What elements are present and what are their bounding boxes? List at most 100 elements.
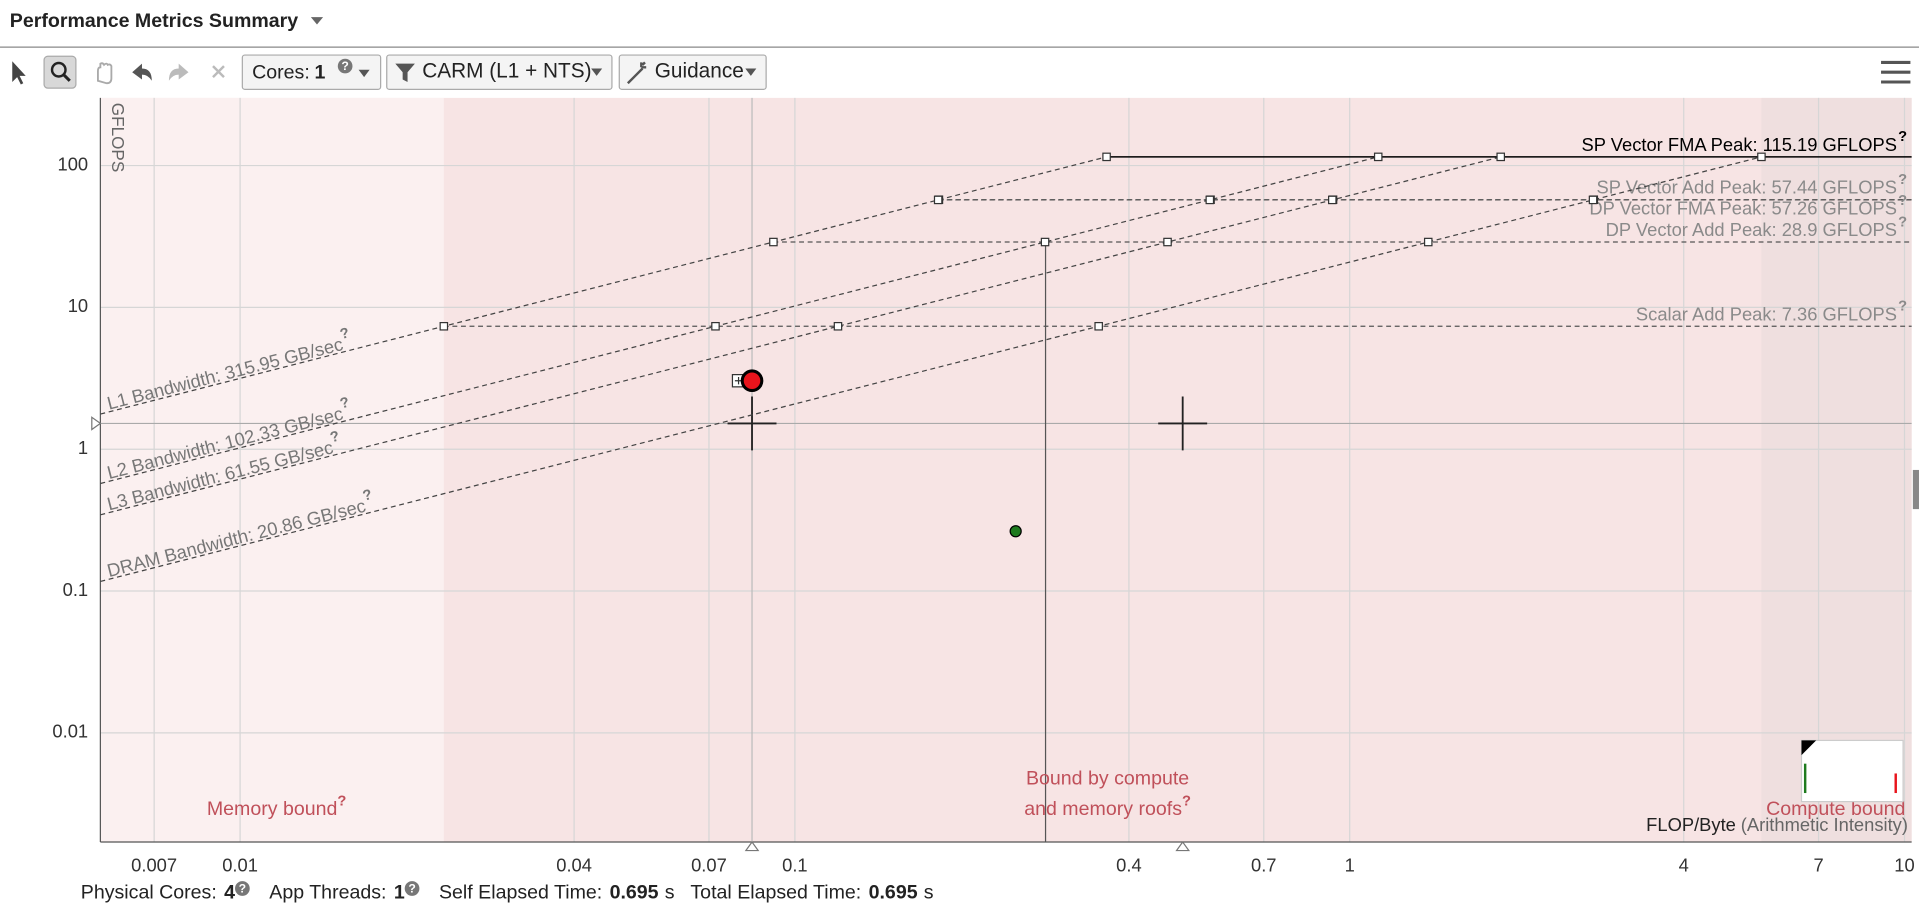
- x-tick-label: 0.07: [691, 854, 727, 875]
- help-mark[interactable]: ?: [338, 395, 351, 413]
- zoom-tool[interactable]: [43, 55, 77, 89]
- stat-value: 4: [224, 882, 235, 904]
- memory-roof: [100, 156, 1379, 485]
- cores-help-mark: ?: [341, 59, 348, 73]
- stat: Self Elapsed Time: 0.695 s: [439, 882, 675, 904]
- roof-intersection: [1102, 152, 1111, 162]
- roof-intersection: [1163, 237, 1172, 247]
- help-mark[interactable]: ?: [1898, 214, 1907, 230]
- help-icon[interactable]: [235, 881, 250, 896]
- help-mark: ?: [239, 881, 246, 895]
- roof-label-text: Scalar Add Peak: 7.36 GFLOPS: [1636, 303, 1897, 324]
- roof-intersection: [1094, 321, 1103, 331]
- stat-label: Total Elapsed Time:: [690, 882, 861, 904]
- mixed-bound-label-text: and memory roofs: [1024, 798, 1182, 820]
- stat-label: Self Elapsed Time:: [439, 882, 602, 904]
- roof-intersection: [1496, 152, 1506, 162]
- help-icon[interactable]: [404, 881, 420, 896]
- help-mark[interactable]: ?: [1898, 172, 1907, 188]
- compute-bound-region: [1761, 97, 1912, 842]
- select-tool[interactable]: [12, 61, 26, 85]
- filter-label: CARM (L1 + NTS): [422, 60, 591, 83]
- x-axis-label-note: (Arithmetic Intensity): [1741, 814, 1908, 835]
- help-mark[interactable]: ?: [338, 325, 351, 343]
- memory-bound-label: Memory bound?: [207, 793, 347, 820]
- roof-intersection: [1423, 237, 1433, 247]
- roof-intersection: [711, 321, 720, 331]
- loop-point[interactable]: [740, 369, 764, 393]
- menu-button[interactable]: [1881, 60, 1911, 84]
- help-mark: ?: [408, 881, 415, 895]
- roof-label-text: DP Vector FMA Peak: 57.26 GFLOPS: [1589, 197, 1897, 218]
- roof-label-text: SP Vector FMA Peak: 115.19 GFLOPS: [1582, 134, 1897, 155]
- compute-roof-label: SP Vector Add Peak: 57.44 GFLOPS: [1596, 177, 1896, 198]
- help-mark[interactable]: ?: [1898, 299, 1907, 315]
- title-caret[interactable]: [310, 17, 324, 25]
- stat-value: 0.695: [610, 882, 659, 904]
- cores-label: Cores:: [252, 62, 310, 84]
- x-tick-label: 10: [1894, 854, 1914, 875]
- x-tick-label: 4: [1679, 854, 1689, 875]
- help-mark[interactable]: ?: [1898, 129, 1907, 145]
- x-axis-label: FLOP/Byte (Arithmetic Intensity): [1646, 814, 1908, 835]
- help-mark[interactable]: ?: [361, 487, 374, 505]
- guidance-dropdown[interactable]: [618, 54, 767, 90]
- guide-marker: [91, 416, 102, 431]
- stat-value: 1: [394, 882, 405, 904]
- guidance-label: Guidance: [655, 60, 744, 83]
- minimap-corner: [1801, 740, 1817, 756]
- guide-marker: [1175, 840, 1190, 852]
- x-tick-label: 0.01: [222, 854, 258, 875]
- y-tick-label: 10: [68, 295, 88, 316]
- stat-label: App Threads:: [269, 882, 386, 904]
- loop-point[interactable]: [1009, 525, 1022, 538]
- help-mark[interactable]: ?: [329, 428, 342, 446]
- cores-value: 1: [315, 62, 326, 84]
- zoom-icon: [50, 61, 67, 78]
- roof-label-text: DP Vector Add Peak: 28.9 GFLOPS: [1606, 219, 1897, 240]
- x-tick-label: 0.7: [1251, 854, 1277, 875]
- zoom-icon-handle: [62, 73, 71, 82]
- guide-marker: [744, 840, 760, 852]
- caret: [358, 69, 370, 78]
- roof-label-text: SP Vector Add Peak: 57.44 GFLOPS: [1596, 177, 1896, 198]
- y-tick-label: 0.01: [52, 721, 88, 742]
- caret: [745, 68, 757, 76]
- help-mark[interactable]: ?: [1898, 193, 1907, 209]
- stat-unit: s: [665, 882, 675, 904]
- y-tick-label: 1: [78, 437, 88, 458]
- panel-title[interactable]: Performance Metrics Summary: [10, 10, 298, 32]
- stat: Total Elapsed Time: 0.695 s: [690, 882, 933, 904]
- roof-intersection: [1040, 237, 1050, 247]
- filter-dropdown[interactable]: [386, 54, 613, 90]
- roof-intersection: [1205, 195, 1215, 205]
- redo-button[interactable]: [168, 63, 189, 81]
- roof-intersection: [1328, 195, 1337, 205]
- stat-label: Physical Cores:: [81, 882, 217, 904]
- minimap[interactable]: [1800, 739, 1904, 803]
- crosshair: [1158, 396, 1208, 451]
- x-tick-label: 0.04: [556, 854, 592, 875]
- help-mark[interactable]: ?: [337, 793, 346, 809]
- memory-bound-label-text: Memory bound: [207, 798, 338, 820]
- compute-bound-label: Compute bound: [1766, 798, 1905, 820]
- cores-help-icon[interactable]: [337, 58, 353, 74]
- x-tick-label: 0.1: [782, 854, 808, 875]
- help-mark[interactable]: ?: [1182, 793, 1191, 809]
- clear-button[interactable]: [212, 65, 225, 78]
- scroll-handle[interactable]: [1912, 469, 1919, 510]
- guidance-icon: [626, 61, 647, 85]
- undo-button[interactable]: [132, 63, 152, 81]
- compute-roof-label: DP Vector Add Peak: 28.9 GFLOPS: [1606, 219, 1897, 240]
- x-tick-label: 0.4: [1116, 854, 1142, 875]
- pan-tool[interactable]: [97, 62, 113, 85]
- roof-intersection: [1588, 195, 1598, 205]
- roof-intersection: [769, 237, 778, 247]
- mixed-bound-label: Bound by compute: [1026, 768, 1189, 790]
- y-tick-label: 0.1: [63, 579, 89, 600]
- roofline-chart: 0.007 0.01 0.04 0.07 0.1 0.4 0.7 1 4 7 10 0.01 0.1 1 1…: [52, 97, 1919, 875]
- y-tick-label: 100: [58, 153, 89, 174]
- compute-roof-label: DP Vector FMA Peak: 57.26 GFLOPS: [1589, 197, 1897, 218]
